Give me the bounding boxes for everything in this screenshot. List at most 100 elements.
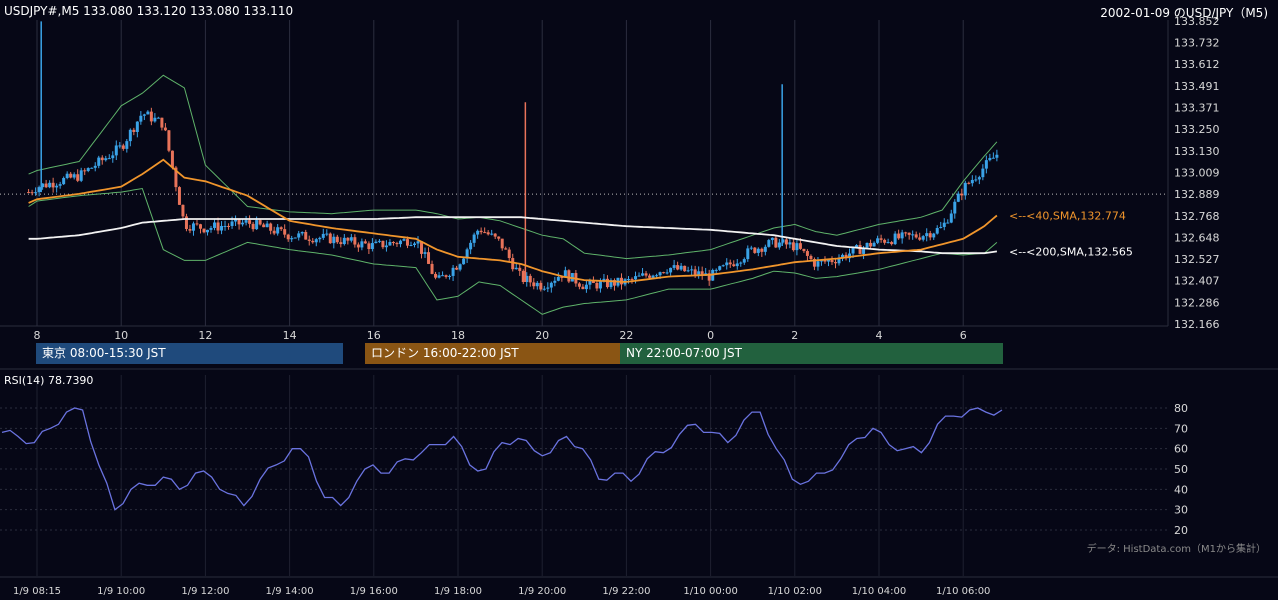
- candle-down: [353, 237, 357, 245]
- candle-up: [423, 252, 427, 254]
- candle-up: [332, 236, 336, 244]
- candle-up: [276, 227, 280, 234]
- price-axis-tick-label: 133.732: [1174, 37, 1220, 50]
- candle-up: [942, 222, 946, 227]
- price-axis-tick-label: 133.612: [1174, 58, 1220, 71]
- bottom-time-axis-label: 1/9 08:15: [13, 586, 61, 597]
- sma200-line: [28, 216, 998, 255]
- candle-down: [335, 236, 339, 243]
- candle-down: [405, 239, 409, 246]
- candle-up: [546, 287, 550, 289]
- candle-up: [946, 222, 950, 224]
- candle-down: [160, 117, 164, 128]
- rsi-line: [1, 407, 1003, 511]
- candle-down: [904, 232, 908, 234]
- time-axis-tick-label: 4: [876, 329, 883, 342]
- bottom-time-axis-label: 1/9 18:00: [434, 586, 482, 597]
- candle-up: [672, 265, 676, 268]
- candle-down: [693, 269, 697, 275]
- candle-up: [627, 279, 631, 281]
- candle-up: [146, 111, 150, 115]
- candle-down: [883, 239, 887, 243]
- session-bar-london: ロンドン 16:00-22:00 JST: [365, 343, 620, 364]
- candle-down: [216, 222, 220, 231]
- bottom-time-axis-label: 1/10 04:00: [852, 586, 906, 597]
- chart-title: 2002-01-09 のUSD/JPY（M5): [1100, 6, 1268, 20]
- candle-up: [686, 270, 690, 272]
- price-axis-tick-label: 133.009: [1174, 167, 1220, 180]
- candle-down: [532, 282, 536, 287]
- candle-up: [462, 258, 466, 265]
- candle-down: [167, 130, 171, 151]
- candle-up: [995, 154, 999, 158]
- candle-up: [742, 259, 746, 263]
- candle-up: [609, 280, 613, 288]
- candle-up: [886, 242, 890, 244]
- candle-up: [939, 226, 943, 229]
- candle-up: [360, 241, 364, 248]
- candle-down: [181, 204, 185, 217]
- candle-up: [525, 275, 529, 282]
- candle-up: [598, 281, 602, 289]
- candle-up: [697, 271, 701, 275]
- candle-down: [960, 193, 964, 196]
- candle-up: [763, 246, 767, 252]
- candle-up: [48, 182, 52, 188]
- candle-up: [826, 260, 830, 262]
- candle-up: [469, 242, 473, 250]
- rsi-axis-tick-label: 80: [1174, 402, 1188, 415]
- candle-up: [563, 270, 567, 278]
- candle-up: [213, 222, 217, 228]
- candle-up: [714, 269, 718, 271]
- candle-up: [58, 184, 62, 186]
- candle-up: [290, 238, 294, 240]
- candle-up: [872, 242, 876, 247]
- bollinger-upper-band: [28, 74, 998, 260]
- data-credit: データ: HistData.com（M1から集計）: [1086, 544, 1266, 555]
- candle-down: [307, 239, 311, 241]
- candle-down: [753, 247, 757, 253]
- bollinger-lower-band: [28, 187, 998, 315]
- candle-down: [791, 242, 795, 251]
- candle-down: [51, 182, 55, 188]
- candle-up: [55, 185, 59, 188]
- candle-down: [202, 228, 206, 233]
- candle-down: [237, 218, 241, 225]
- candle-down: [918, 237, 922, 240]
- candle-down: [907, 232, 911, 235]
- price-axis-tick-label: 133.371: [1174, 101, 1220, 114]
- candle-up: [637, 275, 641, 277]
- candle-up: [876, 238, 880, 243]
- candle-up: [535, 282, 539, 287]
- candle-up: [41, 183, 45, 188]
- price-axis-tick-label: 132.648: [1174, 231, 1220, 244]
- candle-up: [377, 240, 381, 242]
- candle-down: [269, 223, 273, 231]
- candle-up: [72, 174, 76, 178]
- candle-down: [69, 173, 73, 178]
- candle-down: [381, 240, 385, 248]
- candle-up: [472, 234, 476, 243]
- candle-up: [665, 272, 669, 274]
- candle-down: [879, 238, 883, 240]
- candle-down: [198, 224, 202, 229]
- candle-down: [518, 267, 522, 271]
- candle-down: [784, 239, 788, 245]
- candle-down: [339, 242, 343, 245]
- candle-down: [132, 129, 136, 132]
- candle-down: [346, 237, 350, 241]
- candle-down: [504, 248, 508, 250]
- bottom-time-axis-label: 1/9 14:00: [266, 586, 314, 597]
- candle-up: [756, 248, 760, 253]
- candle-down: [897, 233, 901, 239]
- candle-down: [304, 231, 308, 240]
- candle-up: [451, 267, 455, 276]
- candle-up: [325, 233, 329, 235]
- candle-up: [935, 228, 939, 234]
- candle-down: [798, 243, 802, 249]
- candle-up: [86, 168, 90, 171]
- candle-up: [900, 232, 904, 239]
- candle-up: [398, 240, 402, 245]
- candle-down: [163, 127, 167, 131]
- candle-down: [732, 264, 736, 267]
